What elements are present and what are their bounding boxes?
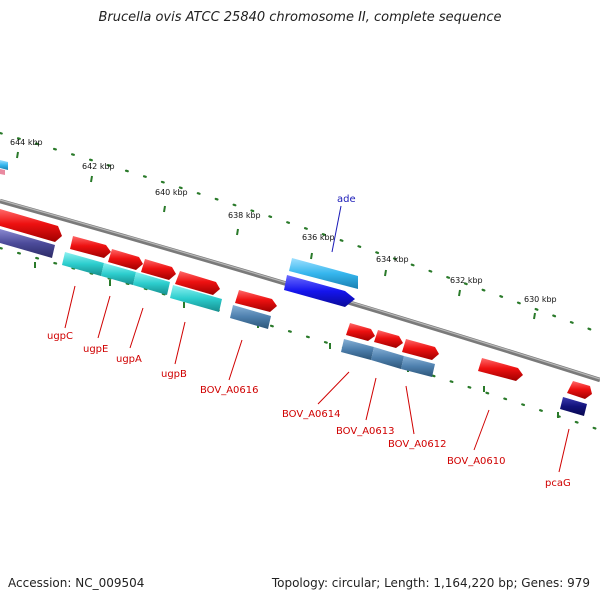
gene-reverse-steel-2[interactable] xyxy=(341,339,374,360)
gene-label-BOV_A0614: BOV_A0614 xyxy=(282,409,341,420)
map-title: Brucella ovis ATCC 25840 chromosome II, … xyxy=(98,10,502,25)
gene-reverse-cyan-3[interactable] xyxy=(133,272,170,295)
gene-red-10[interactable] xyxy=(478,358,523,381)
major-tick xyxy=(16,151,19,159)
gene-reverse-cyan-1[interactable] xyxy=(62,252,104,276)
gene-reverse-steel-4[interactable] xyxy=(401,356,435,377)
gene-reverse-purple[interactable] xyxy=(0,229,55,258)
leader-line-ugpC xyxy=(64,285,76,329)
gene-label-ugpC: ugpC xyxy=(47,331,73,342)
gene-reverse-cyan-2[interactable] xyxy=(101,263,136,285)
leader-line-ade xyxy=(331,205,342,253)
major-tick xyxy=(384,269,387,277)
leader-line-ugpA xyxy=(129,307,144,349)
tick-label: 642 kbp xyxy=(82,162,115,171)
gene-forward-red-4[interactable] xyxy=(141,259,176,280)
leader-line-BOV_A0614 xyxy=(317,371,350,405)
leader-line-BOV_A0613 xyxy=(365,377,377,421)
major-tick xyxy=(90,175,93,183)
gene-label-BOV_A0616: BOV_A0616 xyxy=(200,385,259,396)
gene-forward-red-1[interactable] xyxy=(0,209,62,242)
tick-label: 634 kbp xyxy=(376,255,409,264)
gene-label-pcaG: pcaG xyxy=(545,478,571,489)
gene-forward-red-3[interactable] xyxy=(108,249,143,270)
leader-line-ugpB xyxy=(174,321,186,365)
gene-forward-red-5[interactable] xyxy=(175,271,220,295)
gene-red-9[interactable] xyxy=(402,339,439,360)
gene-edge-top-left-small[interactable] xyxy=(0,169,5,175)
leader-line-pcaG xyxy=(558,428,570,473)
topology-text: Topology: circular; Length: 1,164,220 bp… xyxy=(271,576,590,590)
major-tick xyxy=(236,228,239,236)
gene-label-BOV_A0613: BOV_A0613 xyxy=(336,426,395,437)
leader-line-BOV_A0612 xyxy=(405,385,415,435)
gene-reverse-steel-3[interactable] xyxy=(371,347,404,369)
tick-label: 630 kbp xyxy=(524,295,557,304)
gene-red-11[interactable] xyxy=(567,381,592,399)
gene-label-ugpE: ugpE xyxy=(83,344,108,355)
leader-lines xyxy=(64,205,570,473)
tick-ring-inner xyxy=(0,246,600,432)
major-tick xyxy=(310,252,313,260)
gene-forward-ade[interactable] xyxy=(284,275,355,307)
gene-forward-ade-light[interactable] xyxy=(289,258,358,289)
gene-labels: ugpC ugpE ugpA ugpB BOV_A0616 ade BOV_A0… xyxy=(47,194,571,489)
major-tick xyxy=(163,205,166,213)
gene-label-ugpB: ugpB xyxy=(161,369,187,380)
tick-label: 644 kbp xyxy=(10,138,43,147)
gene-forward-red-6[interactable] xyxy=(235,290,277,312)
gene-reverse-steel-1[interactable] xyxy=(230,305,271,329)
major-ticks xyxy=(16,151,536,320)
leader-line-ugpE xyxy=(97,295,111,339)
gene-label-ade: ade xyxy=(337,194,356,205)
gene-label-BOV_A0610: BOV_A0610 xyxy=(447,456,506,467)
major-tick xyxy=(458,289,461,297)
tick-label: 640 kbp xyxy=(155,188,188,197)
gene-edge-top-left[interactable] xyxy=(0,160,8,170)
gene-red-7[interactable] xyxy=(346,323,375,341)
leader-line-BOV_A0616 xyxy=(228,339,243,381)
gene-forward-red-2[interactable] xyxy=(70,236,111,258)
tick-label: 636 kbp xyxy=(302,233,335,242)
tick-labels: 644 kbp 642 kbp 640 kbp 638 kbp 636 kbp … xyxy=(10,138,557,304)
accession-text: Accession: NC_009504 xyxy=(8,576,145,590)
gene-reverse-navy[interactable] xyxy=(560,397,587,416)
gene-reverse-cyan-4[interactable] xyxy=(170,285,222,312)
tick-label: 638 kbp xyxy=(228,211,261,220)
major-tick xyxy=(533,312,536,320)
leader-line-BOV_A0610 xyxy=(473,409,490,451)
gene-label-ugpA: ugpA xyxy=(116,354,142,365)
tick-label: 632 kbp xyxy=(450,276,483,285)
gene-label-BOV_A0612: BOV_A0612 xyxy=(388,439,447,450)
gene-red-8[interactable] xyxy=(374,330,403,348)
